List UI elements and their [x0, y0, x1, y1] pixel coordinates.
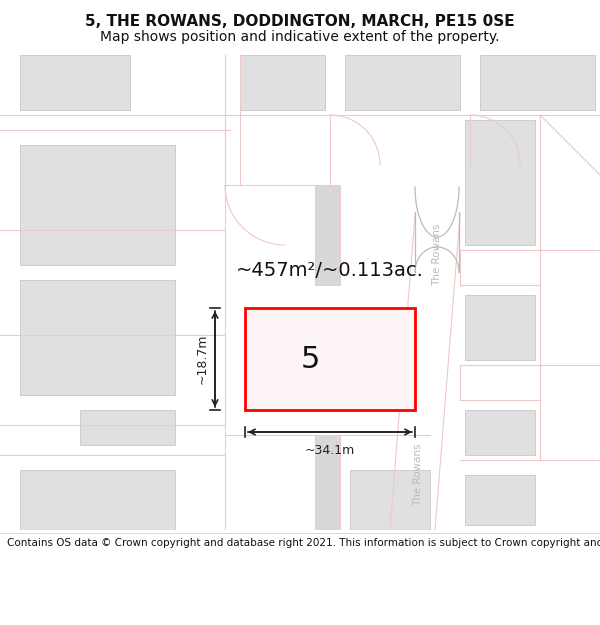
Text: ~457m²/~0.113ac.: ~457m²/~0.113ac. [236, 261, 424, 280]
Polygon shape [465, 410, 535, 455]
Polygon shape [245, 308, 415, 410]
Polygon shape [315, 185, 340, 285]
Polygon shape [315, 435, 340, 530]
Polygon shape [465, 120, 535, 245]
Polygon shape [20, 280, 175, 395]
Polygon shape [20, 470, 175, 530]
Text: Contains OS data © Crown copyright and database right 2021. This information is : Contains OS data © Crown copyright and d… [7, 538, 600, 548]
Polygon shape [480, 55, 595, 110]
Text: The Rowans: The Rowans [413, 444, 423, 506]
Text: 5: 5 [301, 344, 320, 374]
Polygon shape [350, 470, 430, 530]
Polygon shape [0, 55, 600, 530]
Text: ~34.1m: ~34.1m [305, 444, 355, 457]
Polygon shape [465, 295, 535, 360]
Text: Map shows position and indicative extent of the property.: Map shows position and indicative extent… [100, 30, 500, 44]
Polygon shape [20, 55, 130, 110]
Text: 5, THE ROWANS, DODDINGTON, MARCH, PE15 0SE: 5, THE ROWANS, DODDINGTON, MARCH, PE15 0… [85, 14, 515, 29]
Text: ~18.7m: ~18.7m [196, 334, 209, 384]
Polygon shape [80, 410, 175, 445]
Polygon shape [345, 55, 460, 110]
Text: The Rowans: The Rowans [432, 224, 442, 286]
Polygon shape [20, 145, 175, 265]
Polygon shape [240, 55, 325, 110]
Polygon shape [465, 475, 535, 525]
